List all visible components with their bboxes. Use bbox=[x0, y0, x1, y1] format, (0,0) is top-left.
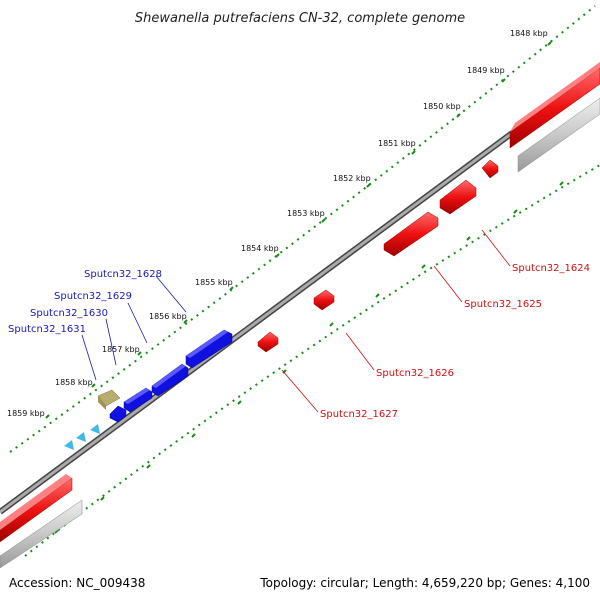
tick-label: 1854 kbp bbox=[241, 244, 279, 253]
gene-label-sputcn32-1626[interactable]: Sputcn32_1626 bbox=[376, 368, 454, 379]
tick-label: 1851 kbp bbox=[378, 139, 416, 148]
map-title: Shewanella putrefaciens CN-32, complete … bbox=[135, 11, 465, 26]
misc-feature-box[interactable] bbox=[97, 389, 121, 410]
outer-tick-ring bbox=[9, 5, 596, 453]
gene-label-sputcn32-1624[interactable]: Sputcn32_1624 bbox=[512, 263, 590, 274]
gene-arrow-sputcn32-1627[interactable] bbox=[257, 331, 279, 353]
tick-label: 1859 kbp bbox=[7, 409, 45, 418]
gene-arrow-sputcn32-1631[interactable] bbox=[109, 405, 127, 423]
gene-arrow-sputcn32-1626[interactable] bbox=[383, 211, 439, 257]
tick-label: 1848 kbp bbox=[510, 29, 548, 38]
tick-label: 1852 kbp bbox=[333, 174, 371, 183]
gene-arrow-sputcn32-1630[interactable] bbox=[123, 387, 153, 413]
gene-labels-reverse: Sputcn32_1624 Sputcn32_1625 Sputcn32_162… bbox=[320, 263, 590, 420]
gene-label-sputcn32-1630[interactable]: Sputcn32_1630 bbox=[30, 308, 108, 319]
feature-band-top-right bbox=[509, 62, 600, 173]
outer-major-ticks bbox=[45, 41, 552, 419]
gene-arrow-sputcn32-1628[interactable] bbox=[185, 329, 233, 369]
rna-arrow[interactable] bbox=[64, 440, 74, 450]
rna-arrow[interactable] bbox=[90, 424, 100, 434]
gene-label-sputcn32-1627[interactable]: Sputcn32_1627 bbox=[320, 409, 398, 420]
tick-label: 1858 kbp bbox=[55, 378, 93, 387]
inner-tick-ring bbox=[24, 164, 600, 557]
label-leaders-red bbox=[281, 229, 511, 413]
gene-label-sputcn32-1625[interactable]: Sputcn32_1625 bbox=[464, 299, 542, 310]
label-leaders-blue bbox=[81, 275, 187, 381]
tick-label: 1850 kbp bbox=[423, 102, 461, 111]
genome-summary-text: Topology: circular; Length: 4,659,220 bp… bbox=[259, 576, 590, 590]
tick-label: 1856 kbp bbox=[149, 312, 187, 321]
forward-genes bbox=[109, 329, 233, 423]
gene-label-sputcn32-1628[interactable]: Sputcn32_1628 bbox=[84, 269, 162, 280]
tick-labels: 1848 kbp 1849 kbp 1850 kbp 1851 kbp 1852… bbox=[7, 29, 548, 418]
gene-arrow-sputcn32-1626b[interactable] bbox=[313, 289, 335, 311]
feature-band-bottom-left bbox=[0, 474, 83, 569]
rna-features bbox=[64, 424, 100, 450]
gene-arrow-sputcn32-1625[interactable] bbox=[439, 179, 477, 215]
reverse-genes bbox=[257, 159, 499, 353]
gene-arrow-sputcn32-1624[interactable] bbox=[481, 159, 499, 179]
tick-label: 1853 kbp bbox=[287, 209, 325, 218]
tick-label: 1857 kbp bbox=[102, 345, 140, 354]
tick-label: 1855 kbp bbox=[195, 278, 233, 287]
gene-label-sputcn32-1631[interactable]: Sputcn32_1631 bbox=[8, 324, 86, 335]
gene-label-sputcn32-1629[interactable]: Sputcn32_1629 bbox=[54, 291, 132, 302]
tick-label: 1849 kbp bbox=[467, 66, 505, 75]
inner-major-ticks bbox=[54, 181, 564, 534]
gene-labels-forward: Sputcn32_1628 Sputcn32_1629 Sputcn32_163… bbox=[8, 269, 162, 335]
accession-text: Accession: NC_009438 bbox=[9, 576, 145, 590]
rna-arrow[interactable] bbox=[76, 432, 86, 442]
